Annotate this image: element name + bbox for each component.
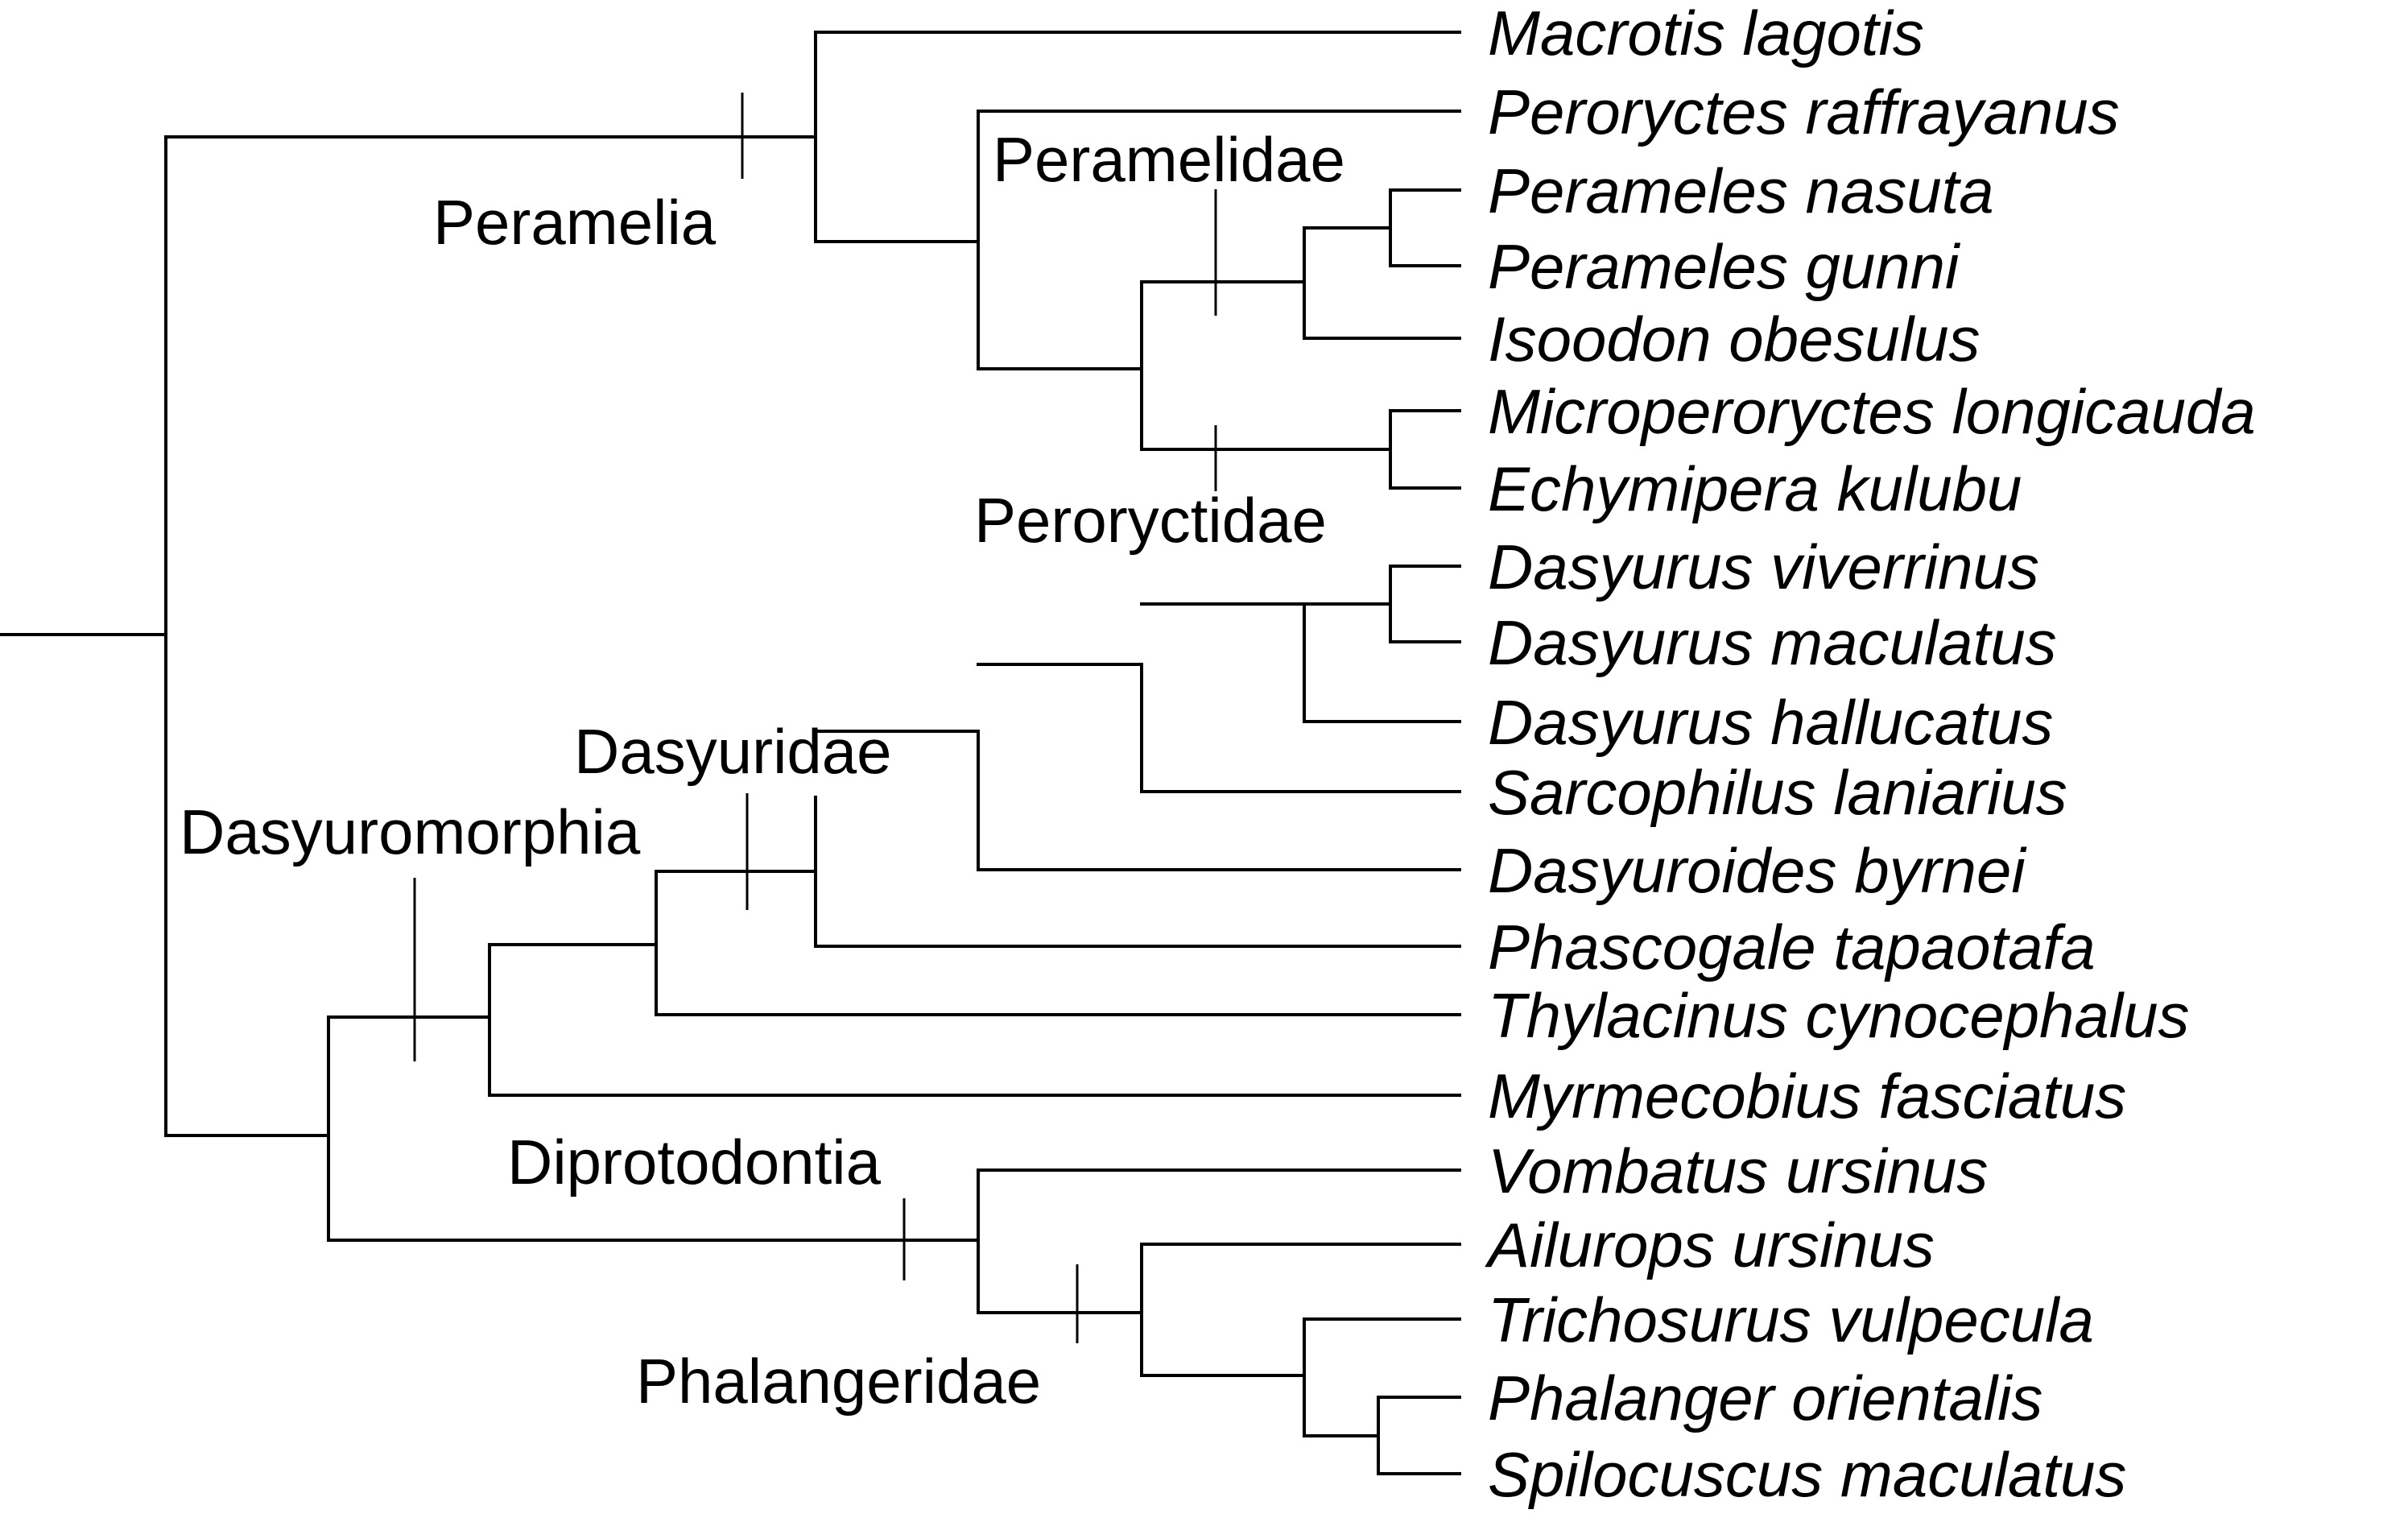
label-phalangeridae: Phalangeridae <box>636 1346 1041 1417</box>
taxon-label: Dasyurus hallucatus <box>1488 687 2053 758</box>
taxon-label: Vombatus ursinus <box>1488 1135 1988 1206</box>
taxon-label: Sarcophilus laniarius <box>1488 757 2067 828</box>
taxon-label: Peroryctes raffrayanus <box>1488 77 2120 147</box>
label-peramelidae: Peramelidae <box>993 124 1345 195</box>
taxon-labels: Macrotis lagotis Peroryctes raffrayanus … <box>1485 0 2256 1510</box>
label-diprotodontia: Diprotodontia <box>507 1127 882 1197</box>
taxon-label: Microperoryctes longicauda <box>1488 376 2256 447</box>
taxon-label: Dasyurus maculatus <box>1488 607 2057 678</box>
taxon-label: Thylacinus cynocephalus <box>1488 980 2189 1051</box>
taxon-label: Perameles gunni <box>1488 231 1961 302</box>
taxon-label: Perameles nasuta <box>1488 155 1994 226</box>
label-peroryctidae: Peroryctidae <box>974 485 1327 556</box>
label-peramelia: Peramelia <box>433 187 717 258</box>
taxon-label: Myrmecobius fasciatus <box>1488 1061 2126 1131</box>
tree-branches <box>0 31 1461 1475</box>
clade-labels: Peramelia Peramelidae Peroryctidae Dasyu… <box>180 124 1345 1417</box>
taxon-label: Echymipera kulubu <box>1488 453 2022 524</box>
taxon-label: Dasyurus viverrinus <box>1488 532 2039 602</box>
label-dasyuromorphia: Dasyuromorphia <box>180 796 641 867</box>
taxon-label: Phalanger orientalis <box>1488 1363 2042 1433</box>
label-dasyuridae: Dasyuridae <box>574 716 892 787</box>
taxon-label: Spilocuscus maculatus <box>1488 1439 2126 1510</box>
taxon-label: Isoodon obesulus <box>1488 304 1980 374</box>
taxon-label: Ailurops ursinus <box>1485 1210 1935 1280</box>
clade-ticks <box>413 93 1217 1343</box>
taxon-label: Dasyuroides byrnei <box>1488 835 2027 906</box>
taxon-label: Macrotis lagotis <box>1488 0 1924 68</box>
taxon-label: Phascogale tapaotafa <box>1488 912 2096 982</box>
taxon-label: Trichosurus vulpecula <box>1488 1284 2094 1355</box>
